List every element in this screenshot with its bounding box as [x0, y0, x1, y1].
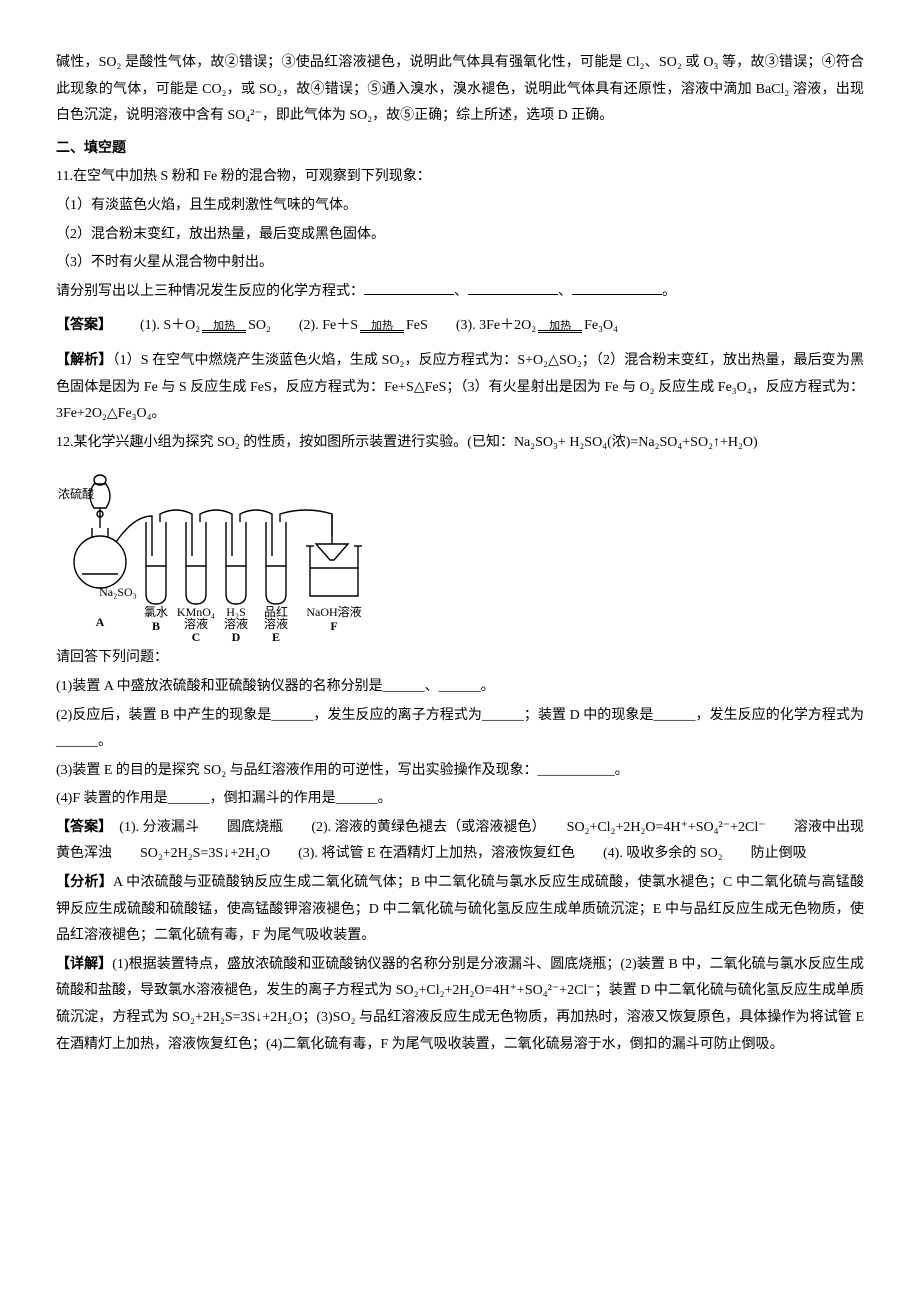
q12-detail: 【详解】(1)根据装置特点，盛放浓硫酸和亚硫酸钠仪器的名称分别是分液漏斗、圆底烧…	[56, 952, 864, 1058]
q11-ans-3: (3). 3Fe＋2O₂ 加热 Fe₃O₄	[456, 313, 618, 340]
blank-field	[468, 281, 558, 295]
label-F-top: NaOH溶液	[306, 604, 361, 619]
reaction-arrow: 加热	[202, 321, 246, 333]
q11-answer-row: 【答案】 (1). S＋O₂ 加热 SO₂ (2). Fe＋S 加热 FeS (…	[56, 313, 864, 340]
label-C-top2: 溶液	[184, 616, 208, 631]
q11-stem: 11.在空气中加热 S 粉和 Fe 粉的混合物，可观察到下列现象：	[56, 164, 864, 191]
q12-analysis: 【分析】A 中浓硫酸与亚硫酸钠反应生成二氧化硫气体；B 中二氧化硫与氯水反应生成…	[56, 870, 864, 950]
blank-field	[364, 281, 454, 295]
apparatus-diagram: 浓硫酸	[56, 466, 864, 641]
section-2-title: 二、填空题	[56, 136, 864, 163]
q12-sub-4: (4)F 装置的作用是______，倒扣漏斗的作用是______。	[56, 786, 864, 813]
q12-sub-1: (1)装置 A 中盛放浓硫酸和亚硫酸钠仪器的名称分别是______、______…	[56, 674, 864, 701]
label-C: C	[192, 630, 201, 641]
label-E-top2: 溶液	[264, 616, 288, 631]
reaction-arrow: 加热	[538, 321, 582, 333]
q11-item-2: （2）混合粉末变红，放出热量，最后变成黑色固体。	[56, 222, 864, 249]
answer-label: 【答案】	[56, 313, 112, 340]
q12-ask-title: 请回答下列问题：	[56, 645, 864, 672]
q12-answer: 【答案】 (1). 分液漏斗 圆底烧瓶 (2). 溶液的黄绿色褪去（或溶液褪色）…	[56, 815, 864, 868]
q11-ask: 请分别写出以上三种情况发生反应的化学方程式：、、。	[56, 279, 864, 306]
analysis-label: 【分析】	[56, 875, 113, 890]
label-A: A	[96, 615, 105, 629]
reaction-arrow: 加热	[360, 321, 404, 333]
label-acid: 浓硫酸	[58, 486, 94, 501]
q11-item-3: （3）不时有火星从混合物中射出。	[56, 250, 864, 277]
label-F: F	[330, 619, 337, 633]
label-B: B	[152, 619, 160, 633]
q11-item-1: （1）有淡蓝色火焰，且生成刺激性气味的气体。	[56, 193, 864, 220]
label-D-top2: 溶液	[224, 616, 248, 631]
label-D: D	[232, 630, 241, 641]
q12-sub-2: (2)反应后，装置 B 中产生的现象是______，发生反应的离子方程式为___…	[56, 703, 864, 756]
intro-paragraph: 碱性，SO₂ 是酸性气体，故②错误；③使品红溶液褪色，说明此气体具有强氧化性，可…	[56, 50, 864, 130]
label-E: E	[272, 630, 280, 641]
q12-sub-3: (3)装置 E 的目的是探究 SO₂ 与品红溶液作用的可逆性，写出实验操作及现象…	[56, 758, 864, 785]
q12-stem: 12.某化学兴趣小组为探究 SO₂ 的性质，按如图所示装置进行实验。(已知：Na…	[56, 430, 864, 457]
explain-label: 【解析】	[56, 353, 112, 368]
blank-field	[572, 281, 662, 295]
label-B-top: 氯水	[144, 605, 168, 619]
detail-label: 【详解】	[56, 957, 112, 972]
q11-ans-1: (1). S＋O₂ 加热 SO₂	[140, 313, 271, 340]
q11-explain: 【解析】（1）S 在空气中燃烧产生淡蓝色火焰，生成 SO₂，反应方程式为：S+O…	[56, 348, 864, 428]
label-na2so3: Na₂SO₃	[99, 585, 137, 599]
intro-text: 碱性，SO₂ 是酸性气体，故②错误；③使品红溶液褪色，说明此气体具有强氧化性，可…	[56, 55, 864, 123]
q11-ans-2: (2). Fe＋S 加热 FeS	[299, 313, 428, 340]
answer-label: 【答案】	[56, 820, 105, 835]
